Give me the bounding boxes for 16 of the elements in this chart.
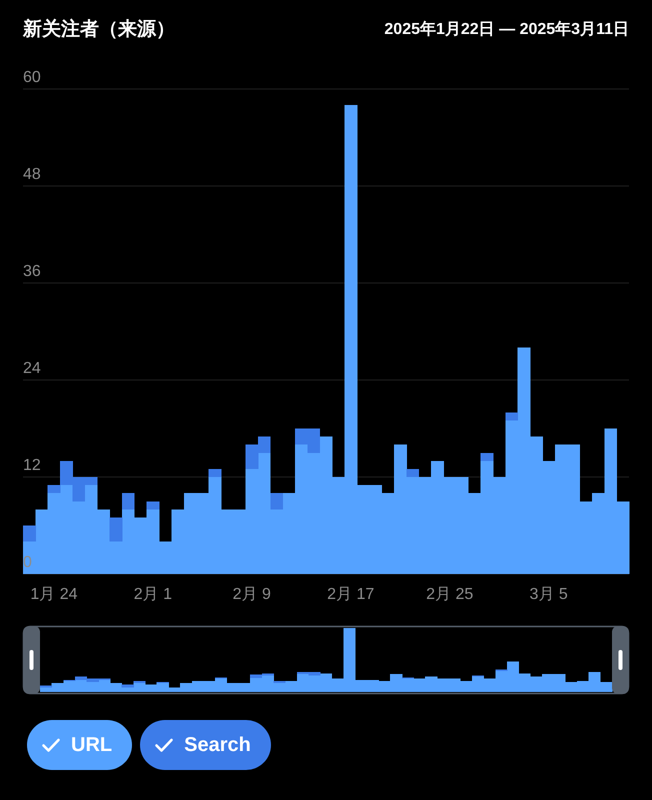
y-tick-label: 24 (23, 360, 41, 377)
y-tick-label: 12 (23, 457, 41, 474)
text: URL (71, 734, 112, 756)
x-tick-label: 2月 1 (134, 586, 172, 603)
y-tick-label: 36 (23, 263, 41, 280)
x-tick-label: 3月 5 (529, 586, 568, 603)
y-tick-label: 48 (23, 166, 41, 183)
y-tick-label: 60 (23, 69, 41, 86)
x-tick-label: 2月 25 (426, 586, 474, 603)
x-tick-label: 1月 24 (30, 586, 78, 603)
x-tick-label: 2月 9 (232, 586, 272, 603)
text: Search (184, 734, 251, 756)
x-tick-label: 2月 17 (327, 586, 374, 603)
y-tick-label: 0 (23, 554, 32, 571)
chart-subtitle: 2025年1月22日 — 2025年3月11日 (384, 20, 629, 38)
chart-title: 新关注者（来源） (22, 18, 175, 40)
